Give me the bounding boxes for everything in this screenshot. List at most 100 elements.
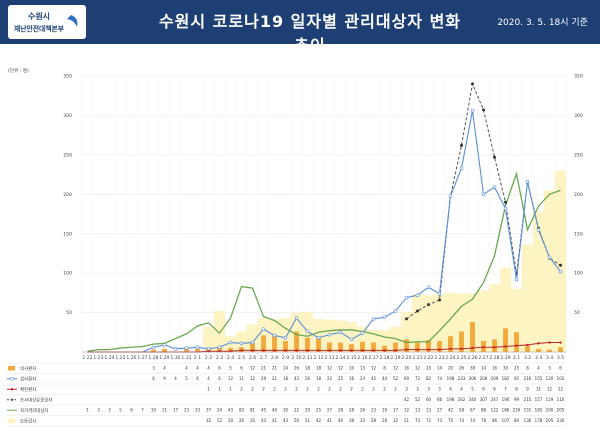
table-cell: 27 <box>437 408 443 413</box>
point-confirmed <box>284 349 287 352</box>
table-cell: 5 <box>185 376 188 381</box>
point-confirmed <box>427 348 430 351</box>
bar-suspected <box>393 342 398 352</box>
legend-swatch <box>8 366 15 371</box>
table-cell: 82 <box>426 376 432 381</box>
table-cell: 75 <box>448 418 454 423</box>
table-cell: 22 <box>327 376 333 381</box>
table-cell: 1 <box>218 387 221 392</box>
table-cell: 7 <box>141 408 144 413</box>
table-cell: 42 <box>404 397 410 402</box>
table-cell: 12 <box>250 366 256 371</box>
table-cell: 6 <box>196 376 199 381</box>
table-cell: 41 <box>327 418 333 423</box>
point-confirmed <box>548 341 551 344</box>
table-cell: 74 <box>459 418 465 423</box>
table-cell: 16 <box>404 366 410 371</box>
x-tick-label: 3.3 <box>535 355 542 361</box>
point-tested <box>294 316 299 320</box>
table-cell: 33 <box>195 408 201 413</box>
y-tick-label: 50 <box>66 310 72 316</box>
table-cell: 14 <box>283 366 289 371</box>
table-cell: 190 <box>502 397 510 402</box>
table-cell: 2 <box>251 387 254 392</box>
table-cell: 78 <box>481 418 487 423</box>
point-tested <box>481 192 486 197</box>
bar-suspected <box>338 342 343 352</box>
y-tick-label-right: 100 <box>574 271 583 277</box>
table-cell: 12 <box>547 387 553 392</box>
table-cell: 21 <box>272 376 278 381</box>
point-confirmed <box>537 342 540 345</box>
x-tick-label: 2.11 <box>302 355 312 361</box>
table-cell: 12 <box>404 408 410 413</box>
table-cell: 6 <box>130 408 133 413</box>
point-tested <box>536 227 541 232</box>
table-cell: 230 <box>557 418 565 423</box>
table-cell: 12 <box>228 376 234 381</box>
table-cell: 15 <box>426 366 432 371</box>
table-cell: 2 <box>306 387 309 392</box>
bar-suspected <box>151 349 156 352</box>
table-cell: 8 <box>383 366 386 371</box>
x-tick-label: 2.16 <box>357 355 367 361</box>
table-cell: 107 <box>502 418 510 423</box>
point-confirmed <box>460 347 463 351</box>
point-contacts <box>471 82 474 86</box>
table-cell: 6 <box>482 387 485 392</box>
point-confirmed <box>471 346 474 350</box>
table-cell: 8 <box>515 387 518 392</box>
table-cell: 205 <box>557 408 565 413</box>
point-confirmed <box>350 349 353 352</box>
x-tick-label: 2.7 <box>260 355 267 361</box>
x-tick-label: 2.5 <box>238 355 245 361</box>
table-cell: 178 <box>535 418 543 423</box>
point-tested <box>195 345 200 350</box>
table-row-label: 조사대상유증상자 <box>20 396 52 403</box>
x-tick-label: 2.3 <box>216 355 223 361</box>
bar-suspected <box>327 342 332 352</box>
y-tick-label: 250 <box>63 152 72 158</box>
table-cell: 74 <box>470 418 476 423</box>
bar-suspected <box>195 348 200 352</box>
series-line-self-quarantine <box>87 171 561 352</box>
point-tested <box>162 343 167 347</box>
point-tested <box>404 295 409 300</box>
table-cell: 185 <box>535 408 543 413</box>
point-confirmed <box>317 349 320 352</box>
table-cell: 80 <box>514 418 520 423</box>
table-cell: 92 <box>514 376 520 381</box>
table-cell: 198 <box>447 376 455 381</box>
table-cell: 12 <box>250 376 256 381</box>
table-cell: 16 <box>492 366 498 371</box>
bar-suspected <box>536 348 541 352</box>
y-tick-label: 350 <box>63 74 72 80</box>
table-cell: 182 <box>502 376 510 381</box>
bar-suspected <box>470 322 475 352</box>
header-banner: 수원시 재난안전대책본부 수원시 코로나19 일자별 관리대상자 변화 추이 2… <box>0 0 600 55</box>
x-tick-label: 2.6 <box>249 355 256 361</box>
table-cell: 28 <box>371 418 377 423</box>
table-cell: 6 <box>152 376 155 381</box>
y-tick-label-right: 150 <box>574 231 583 237</box>
table-cell: 2 <box>383 387 386 392</box>
x-tick-label: 1.29 <box>159 355 169 361</box>
table-cell: 30 <box>503 366 509 371</box>
bar-suspected <box>349 344 354 352</box>
x-tick-label: 3.4 <box>546 355 553 361</box>
y-tick-label-right: 250 <box>574 152 583 158</box>
x-tick-label: 2.14 <box>335 355 345 361</box>
table-cell: 2 <box>317 387 320 392</box>
table-cell: 17 <box>393 408 399 413</box>
bar-suspected <box>558 347 563 352</box>
table-cell: 72 <box>415 376 421 381</box>
point-tested <box>437 291 442 296</box>
table-cell: 23 <box>184 408 190 413</box>
table-cell: 4 <box>174 376 177 381</box>
point-confirmed <box>295 349 298 352</box>
point-contacts <box>438 298 441 302</box>
table-cell: 1 <box>86 408 89 413</box>
x-tick-label: 2.17 <box>368 355 378 361</box>
table-cell: 307 <box>480 397 488 402</box>
y-tick-label-right: 200 <box>574 192 583 198</box>
